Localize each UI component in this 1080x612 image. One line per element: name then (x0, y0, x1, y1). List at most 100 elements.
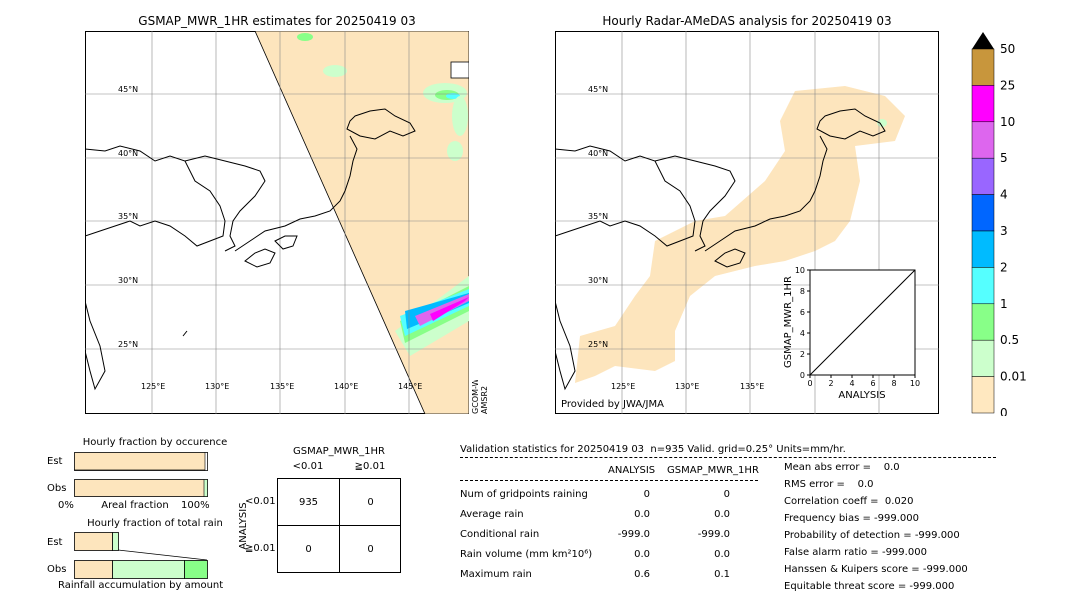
occurrence-title: Hourly fraction by occurence (82, 437, 228, 448)
colorbar-swatch (971, 85, 995, 123)
contingency-title: GSMAP_MWR_1HR (293, 446, 385, 457)
x-tick-label: 8 (891, 379, 896, 388)
colorbar-swatch (971, 339, 995, 377)
colorbar-label: 0.5 (1000, 333, 1019, 347)
score-line: False alarm ratio = -999.000 (784, 547, 927, 558)
reference-line (809, 269, 916, 376)
colorbar-swatch (971, 267, 995, 305)
radar-coverage (575, 86, 905, 383)
right-lon-label: 130°E (675, 382, 699, 391)
colorbar-swatch (971, 121, 995, 159)
right-lon-label: 135°E (740, 382, 764, 391)
colorbar-swatch (971, 48, 995, 86)
y-tick-label: 6 (800, 308, 805, 317)
colorbar: 50 25 10 5 4 3 2 1 0.5 0.01 0 (971, 32, 1027, 416)
total-rain-est-label: Est (47, 537, 63, 548)
colorbar-label: 25 (1000, 78, 1015, 92)
validation-row-label: Average rain (460, 509, 524, 520)
colorbar-label: 2 (1000, 260, 1008, 274)
contingency-cell: 0 (367, 544, 374, 555)
y-tick-label: 4 (800, 329, 805, 338)
contingency-cell: 0 (305, 544, 312, 555)
validation-col-gsmap: GSMAP_MWR_1HR (667, 465, 759, 476)
x-tick-label: 6 (870, 379, 875, 388)
y-tick-label: 8 (800, 287, 805, 296)
contingency-col2: ≧0.01 (354, 461, 386, 472)
right-lat-label: 30°N (588, 276, 608, 285)
score-line: Probability of detection = -999.000 (784, 530, 960, 541)
validation-row-label: Rain volume (mm km²10⁶) (460, 549, 593, 560)
validation-row-gsmap: 0.0 (714, 509, 730, 520)
validation-row-analysis: 0.6 (634, 569, 650, 580)
scatter-ylabel: GSMAP_MWR_1HR (783, 276, 794, 368)
sat-label: GCOM-W (471, 380, 480, 414)
right-lat-label: 35°N (588, 212, 608, 221)
scatter-plot: 0 2 4 6 8 10 0 2 4 6 8 10 ANALYSIS GSMAP_MWR_1HR (783, 266, 920, 401)
occurrence-obs-label: Obs (47, 483, 67, 494)
left-lat-label: 45°N (118, 85, 138, 94)
right-map-title: Hourly Radar-AMeDAS analysis for 2025041… (602, 14, 892, 28)
score-line: RMS error = 0.0 (784, 479, 874, 490)
left-lon-label: 135°E (270, 382, 294, 391)
validation-row-label: Num of gridpoints raining (460, 489, 588, 500)
contingency-row1: <0.01 (245, 496, 276, 507)
right-lat-label: 45°N (588, 85, 608, 94)
score-line: Hanssen & Kuipers score = -999.000 (784, 564, 968, 575)
contingency-grid: 935 0 0 0 (277, 478, 401, 573)
validation-row-gsmap: -999.0 (697, 529, 730, 540)
right-lat-label: 40°N (588, 149, 608, 158)
right-lon-label: 125°E (611, 382, 635, 391)
validation-row-analysis: -999.0 (617, 529, 650, 540)
occurrence-axis-mid: Areal fraction (101, 500, 169, 511)
scatter-xlabel: ANALYSIS (838, 390, 885, 401)
validation-row-gsmap: 0.1 (714, 569, 730, 580)
left-lon-label: 145°E (398, 382, 422, 391)
score-line: Equitable threat score = -999.000 (784, 581, 955, 592)
total-rain-axis-label: Rainfall accumulation by amount (58, 580, 224, 591)
occurrence-est-label: Est (47, 456, 63, 467)
y-tick-label: 0 (800, 371, 805, 380)
validation-row-label: Conditional rain (460, 529, 540, 540)
score-line: Correlation coeff = 0.020 (784, 496, 914, 507)
colorbar-swatch (971, 194, 995, 232)
colorbar-arrow (972, 32, 994, 49)
colorbar-label: 0 (1000, 406, 1008, 416)
colorbar-swatch (971, 230, 995, 268)
x-tick-label: 10 (910, 379, 920, 388)
contingency-row-axis-label: ANALYSIS (238, 502, 249, 549)
validation-row-label: Maximum rain (460, 569, 532, 580)
total-rain-obs-label: Obs (47, 564, 67, 575)
contingency-row-axis: ANALYSIS (238, 502, 249, 549)
validation-row-analysis: 0.0 (634, 509, 650, 520)
y-tick-label: 10 (795, 266, 805, 275)
grid-lines (85, 31, 469, 414)
left-lon-label: 125°E (141, 382, 165, 391)
sat-label: AMSR2 (480, 386, 489, 414)
occurrence-axis-right: 100% (181, 500, 210, 511)
contingency-cell: 935 (298, 497, 319, 508)
validation-row-gsmap: 0.0 (714, 549, 730, 560)
left-lat-label: 35°N (118, 212, 138, 221)
score-line: Frequency bias = -999.000 (784, 513, 919, 524)
left-lat-label: 40°N (118, 149, 138, 158)
rain-band-south (395, 276, 469, 356)
x-tick-label: 0 (807, 379, 812, 388)
colorbar-swatch (971, 157, 995, 195)
colorbar-label: 50 (1000, 42, 1015, 56)
validation-col-analysis: ANALYSIS (608, 465, 656, 476)
validation-header: Validation statistics for 20250419 03 n=… (460, 444, 846, 455)
inset-box (450, 61, 469, 79)
y-tick-label: 2 (800, 350, 805, 359)
left-lon-label: 140°E (334, 382, 358, 391)
x-tick-label: 2 (828, 379, 833, 388)
rain-patch-north (297, 33, 468, 161)
occurrence-bars (74, 452, 208, 497)
coastlines (85, 108, 416, 391)
validation-row-analysis: 0 (643, 489, 650, 500)
left-map: 45°N 40°N 35°N 30°N 25°N 125°E 130°E 135… (85, 31, 469, 414)
total-rain-bars (74, 532, 208, 579)
colorbar-label: 4 (1000, 188, 1008, 202)
colorbar-label: 0.01 (1000, 370, 1027, 384)
colorbar-swatch (971, 376, 995, 414)
sat-labels: GCOM-W AMSR2 (471, 380, 489, 414)
